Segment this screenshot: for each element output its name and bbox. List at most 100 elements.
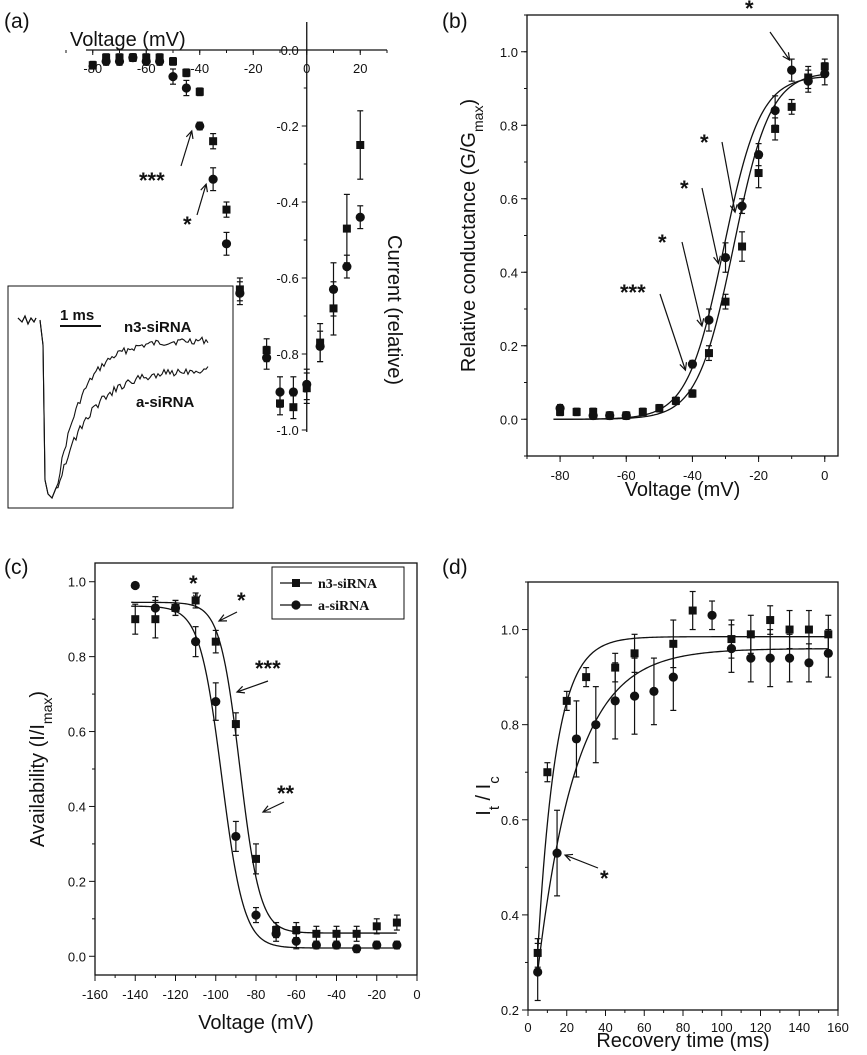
data-point — [707, 610, 717, 620]
data-point — [211, 696, 221, 707]
fit-curve-n3-siRNA — [553, 73, 825, 420]
significance-label: ** — [277, 781, 295, 806]
data-point — [315, 341, 325, 351]
annotation-arrowhead — [192, 594, 202, 604]
y-tick-label: 1.0 — [68, 575, 86, 590]
x-tick-label: -20 — [367, 987, 386, 1002]
x-tick-label: 20 — [353, 61, 367, 76]
y-tick-label: -1.0 — [276, 423, 298, 438]
x-tick-label: 0 — [821, 468, 828, 483]
series-a-siRNA — [555, 58, 830, 421]
data-point — [671, 396, 680, 405]
y-tick-label: 0.8 — [501, 718, 519, 733]
panel-c: (c) -160 -140 -120 -100 -80 -60 -40 -20 0 0.0 0.2 0.… — [4, 556, 421, 1034]
annotation-arrowhead — [679, 362, 688, 372]
data-point — [765, 653, 775, 663]
x-tick-label: 140 — [788, 1020, 810, 1035]
data-point — [262, 353, 272, 363]
data-point — [704, 315, 714, 325]
annotation-arrow — [196, 184, 207, 216]
x-tick-label: 120 — [750, 1020, 772, 1035]
y-tick-label: -0.2 — [276, 119, 298, 134]
x-tick-label: -60 — [617, 468, 636, 483]
data-point — [588, 410, 598, 421]
panel-label-a: (a) — [4, 10, 30, 33]
data-point — [356, 141, 365, 149]
x-tick-label: 60 — [637, 1020, 651, 1035]
data-point — [291, 936, 301, 946]
significance-label: * — [183, 212, 192, 237]
data-point — [738, 242, 747, 251]
x-tick-label: -20 — [244, 61, 263, 76]
data-point — [726, 643, 737, 654]
data-point — [195, 87, 204, 96]
annotation-arrowhead — [729, 204, 738, 214]
scale-bar-label: 1 ms — [60, 307, 94, 324]
annotation-arrowhead — [185, 129, 194, 139]
significance-label: * — [658, 230, 667, 255]
annotation-arrowhead — [217, 614, 228, 622]
panel-label-b: (b) — [442, 10, 468, 33]
data-point — [332, 929, 341, 938]
annotation-arrow — [236, 680, 269, 693]
legend: n3-siRNA a-siRNA — [271, 566, 405, 620]
data-point — [331, 940, 342, 950]
annotation-arrowhead — [782, 52, 791, 62]
data-point — [128, 53, 138, 63]
y-axis-title: Availability (I/Imax) — [27, 691, 55, 847]
x-tick-label: 0 — [303, 61, 310, 76]
inset-traces: 1 ms n3-siRNA a-siRNA — [7, 285, 234, 509]
y-tick-label: 0.2 — [68, 874, 86, 889]
y-tick-label: -0.4 — [276, 195, 298, 210]
data-point — [168, 72, 178, 82]
x-tick-label: 0 — [413, 987, 420, 1002]
x-tick-label: 20 — [560, 1020, 574, 1035]
y-axis-title-ylabel_sub1: t — [486, 805, 503, 810]
data-point — [621, 410, 631, 421]
data-point — [820, 69, 830, 79]
fit-curve-a-siRNA — [537, 648, 829, 973]
annotation-arrow — [564, 854, 599, 869]
data-point — [629, 691, 640, 701]
legend-box — [271, 566, 405, 620]
data-point — [721, 297, 730, 306]
data-point — [638, 407, 647, 416]
y-tick-label: 0.6 — [500, 192, 518, 207]
x-tick-label: -80 — [247, 987, 266, 1002]
x-tick-label: -100 — [203, 987, 229, 1002]
fit-curve-a-siRNA — [553, 76, 825, 420]
x-tick-label: 0 — [524, 1020, 531, 1035]
x-tick-label: -40 — [327, 987, 346, 1002]
x-tick-label: 40 — [598, 1020, 612, 1035]
current-trace — [17, 314, 209, 499]
data-point — [688, 389, 697, 398]
y-tick-label: 0.2 — [500, 339, 518, 354]
data-point — [131, 615, 140, 624]
annotation-arrowhead — [235, 685, 246, 694]
legend-marker — [291, 600, 301, 610]
data-point — [770, 105, 780, 116]
significance-label: * — [189, 571, 198, 596]
x-axis-title: Recovery time (ms) — [596, 1030, 769, 1052]
annotation-arrowhead — [261, 805, 272, 813]
annotation-arrow — [681, 241, 703, 327]
y-tick-label: 0.6 — [68, 725, 86, 740]
fit-curve-n3-siRNA — [131, 601, 397, 934]
data-point — [209, 137, 218, 146]
data-point — [605, 410, 615, 421]
data-point — [766, 616, 775, 625]
significance-label: *** — [139, 168, 165, 193]
y-axis-title-main: Relative conductance (G/G — [458, 132, 480, 372]
data-point — [804, 658, 814, 668]
y-tick-label: -0.6 — [276, 271, 298, 286]
data-point — [355, 212, 365, 222]
y-tick-label: 0.4 — [68, 799, 86, 814]
annotation-arrow — [721, 141, 736, 213]
data-point — [288, 387, 298, 397]
data-point — [582, 673, 591, 682]
y-axis-title: It / Ic — [473, 776, 503, 816]
y-axis-title-ylabel_sub2: c — [486, 776, 503, 784]
x-tick-label: -60 — [137, 61, 156, 76]
series-n3-siRNA — [533, 590, 833, 968]
